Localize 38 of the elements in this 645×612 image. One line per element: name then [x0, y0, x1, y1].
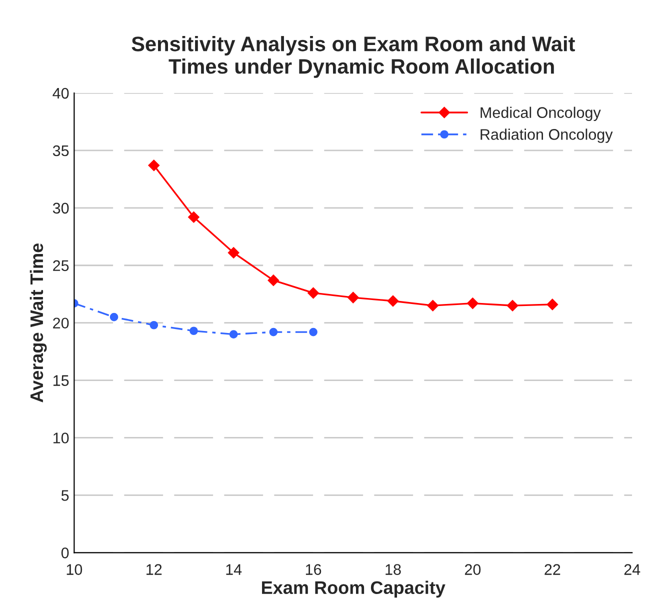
point — [467, 298, 478, 309]
y-tick-label: 25 — [53, 260, 69, 272]
point — [308, 287, 319, 299]
point — [309, 328, 318, 336]
point — [387, 295, 399, 307]
point — [190, 326, 198, 336]
y-tick-label: 0 — [61, 548, 69, 558]
y-tick-label: 20 — [53, 318, 69, 329]
point — [150, 320, 158, 330]
point — [228, 247, 240, 258]
y-tick-label: 10 — [53, 432, 69, 444]
point — [110, 312, 118, 322]
x-tick-label: 20 — [464, 564, 481, 575]
chart-title: Sensitivity Analysis on Exam Room and Wait Times under Dynamic Room Allocation — [132, 36, 575, 78]
point — [188, 212, 200, 223]
x-tick-label: 16 — [306, 564, 322, 575]
legend-label: Medical Oncology — [480, 106, 601, 122]
point — [427, 300, 438, 312]
y-tick-label: 15 — [53, 375, 69, 386]
point — [229, 330, 238, 338]
point — [348, 292, 359, 304]
point — [546, 298, 558, 310]
x-tick-label: 18 — [386, 564, 401, 575]
legend-label: Radiation Oncology — [480, 128, 613, 143]
x-axis-title: Exam Room Capacity — [262, 580, 446, 598]
x-tick-label: 12 — [146, 564, 162, 575]
x-tick-label: 22 — [544, 564, 560, 575]
point — [268, 274, 280, 286]
y-tick-label: 35 — [52, 145, 69, 156]
point — [148, 160, 160, 172]
x-tick-label: 24 — [624, 564, 640, 575]
y-tick-label: 40 — [52, 88, 69, 99]
y-tick-label: 5 — [61, 490, 69, 501]
point — [506, 300, 518, 312]
point — [269, 328, 278, 336]
y-axis-title: Average Wait Time — [30, 244, 47, 402]
y-tick-label: 30 — [52, 202, 69, 214]
x-tick-label: 14 — [226, 564, 242, 575]
